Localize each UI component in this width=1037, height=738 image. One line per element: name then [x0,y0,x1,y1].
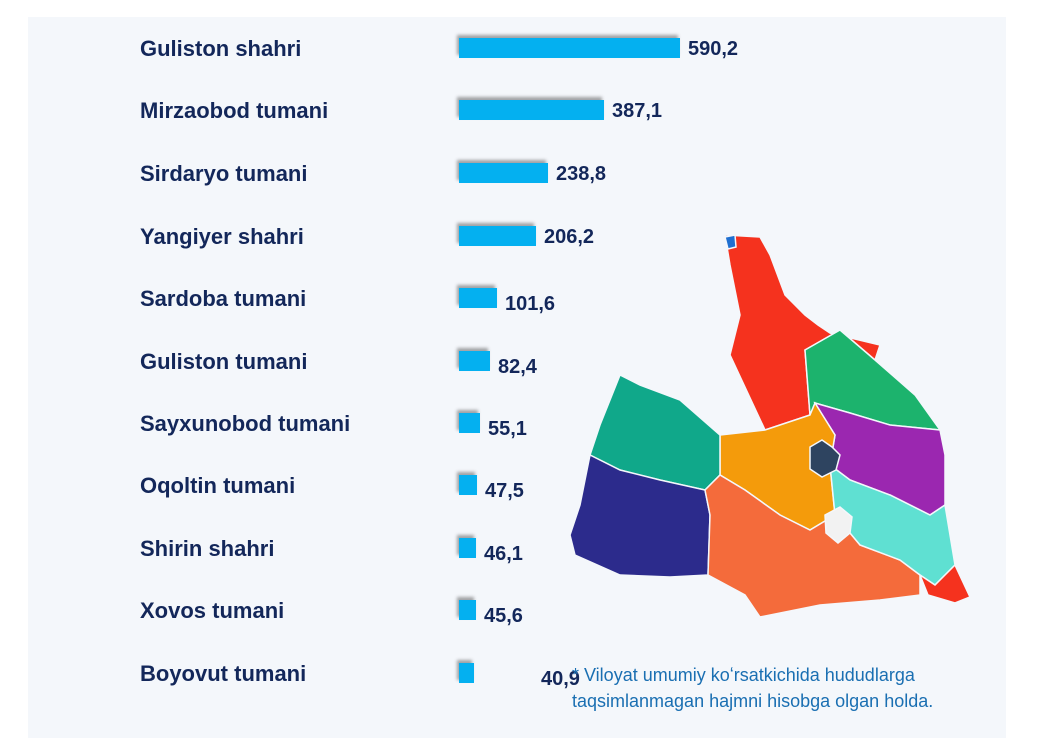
region-map [569,234,972,618]
category-label: Yangiyer shahri [140,224,304,249]
bar [459,538,476,558]
category-label: Mirzaobod tumani [140,98,329,123]
category-label: Sayxunobod tumani [140,411,351,436]
bar [459,413,480,433]
value-label: 46,1 [484,543,523,565]
value-label: 40,9 [541,668,580,690]
value-label: 55,1 [488,418,527,440]
top-strip [28,0,1006,17]
category-label: Sardoba tumani [140,286,307,311]
bar [459,475,477,495]
category-label: Oqoltin tumani [140,473,296,498]
value-label: 590,2 [688,38,739,60]
bar [459,100,604,120]
bar [459,288,497,308]
category-label: Shirin shahri [140,536,275,561]
map-region-city-light [824,506,853,544]
value-label: 45,6 [484,605,523,627]
category-label: Sirdaryo tumani [140,161,308,186]
bar [459,600,476,620]
footnote: * Viloyat umumiy koʻrsatkichida hududlar… [572,665,934,711]
value-label: 47,5 [485,480,524,502]
bar [459,226,536,246]
value-label: 206,2 [544,226,595,248]
map-regions [569,234,972,618]
value-label: 101,6 [505,293,556,315]
category-label: Boyovut tumani [140,661,307,686]
bar [459,663,474,683]
bar [459,351,490,371]
category-label: Guliston shahri [140,36,302,61]
value-label: 387,1 [612,100,663,122]
map-region-southwest [569,453,711,578]
map-region-tip-blue [724,234,737,250]
category-label: Guliston tumani [140,349,308,374]
value-label: 238,8 [556,163,607,185]
category-label: Xovos tumani [140,598,285,623]
value-label: 82,4 [498,356,537,378]
map-region-city-dark [809,439,841,478]
map-region-tip-red [918,563,972,604]
bar [459,38,680,58]
bar [459,163,548,183]
